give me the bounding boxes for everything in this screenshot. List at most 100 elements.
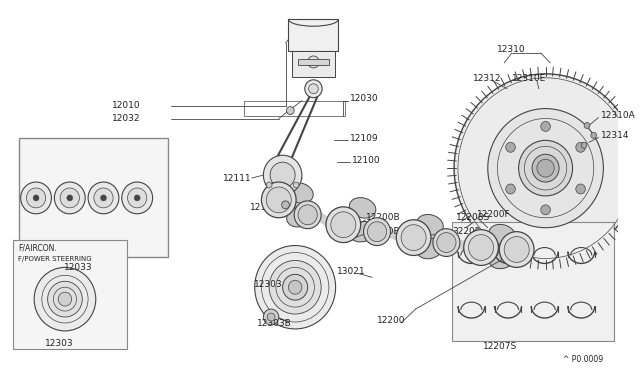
Text: 12312: 12312	[474, 74, 502, 83]
Circle shape	[88, 182, 119, 214]
Circle shape	[294, 201, 321, 229]
Text: 12310E: 12310E	[512, 74, 546, 83]
Circle shape	[308, 56, 319, 68]
Circle shape	[401, 225, 426, 250]
Circle shape	[331, 212, 356, 238]
Circle shape	[134, 195, 140, 201]
Ellipse shape	[489, 224, 515, 245]
Circle shape	[305, 80, 322, 98]
Circle shape	[532, 154, 559, 182]
Text: 12310A: 12310A	[600, 111, 636, 120]
Circle shape	[20, 182, 51, 214]
Text: 12310: 12310	[497, 45, 526, 54]
Text: ^ P0.0009: ^ P0.0009	[563, 355, 604, 364]
Bar	[292, 51, 335, 77]
Circle shape	[541, 122, 550, 131]
Circle shape	[298, 205, 317, 225]
Circle shape	[541, 205, 550, 215]
Bar	[289, 19, 339, 51]
Text: F/AIRCON.: F/AIRCON.	[18, 243, 56, 252]
Text: 12030: 12030	[350, 94, 379, 103]
Bar	[452, 222, 614, 341]
Circle shape	[576, 184, 586, 194]
Ellipse shape	[287, 206, 313, 227]
Circle shape	[60, 188, 79, 208]
Circle shape	[308, 84, 318, 94]
Circle shape	[581, 142, 587, 148]
Circle shape	[506, 142, 515, 152]
Circle shape	[537, 159, 554, 177]
Ellipse shape	[349, 221, 376, 242]
Circle shape	[433, 229, 460, 256]
Circle shape	[499, 232, 534, 267]
Circle shape	[58, 292, 72, 306]
Circle shape	[293, 182, 299, 188]
Circle shape	[122, 182, 152, 214]
Circle shape	[504, 237, 529, 262]
Circle shape	[326, 207, 361, 243]
Circle shape	[283, 274, 308, 300]
Circle shape	[396, 220, 431, 256]
Circle shape	[436, 232, 456, 253]
Circle shape	[576, 142, 586, 152]
Circle shape	[269, 260, 321, 314]
Text: 32202: 32202	[452, 227, 481, 236]
Text: 12109: 12109	[350, 134, 379, 143]
Text: 12303: 12303	[45, 339, 74, 348]
Ellipse shape	[417, 238, 444, 259]
Circle shape	[584, 122, 590, 128]
Circle shape	[506, 184, 515, 194]
Circle shape	[488, 109, 604, 228]
Circle shape	[464, 230, 499, 265]
Circle shape	[468, 235, 493, 260]
Circle shape	[33, 195, 39, 201]
Text: 12314: 12314	[600, 131, 629, 140]
Ellipse shape	[349, 198, 376, 218]
Ellipse shape	[287, 183, 313, 203]
Circle shape	[264, 309, 279, 325]
Text: 12100: 12100	[352, 156, 381, 165]
Text: 12010: 12010	[112, 101, 141, 110]
Circle shape	[454, 74, 637, 262]
Circle shape	[289, 280, 302, 294]
Circle shape	[268, 313, 275, 321]
Text: F/POWER STEERRING: F/POWER STEERRING	[18, 256, 92, 263]
Circle shape	[270, 162, 295, 188]
Circle shape	[591, 132, 596, 138]
Bar	[19, 138, 168, 257]
Bar	[244, 101, 345, 116]
Circle shape	[127, 188, 147, 208]
Circle shape	[367, 222, 387, 241]
Circle shape	[26, 188, 45, 208]
Circle shape	[262, 182, 296, 218]
Text: 12033: 12033	[64, 263, 93, 272]
Circle shape	[67, 195, 73, 201]
Text: 12208S: 12208S	[456, 213, 490, 222]
Circle shape	[266, 187, 291, 213]
Bar	[298, 59, 329, 65]
Text: 13021: 13021	[337, 267, 365, 276]
Circle shape	[266, 182, 272, 188]
Text: 12200F: 12200F	[477, 210, 511, 219]
Circle shape	[34, 267, 96, 331]
Circle shape	[100, 195, 106, 201]
Circle shape	[264, 155, 302, 195]
Circle shape	[364, 218, 390, 246]
Circle shape	[287, 107, 294, 115]
Text: 12032: 12032	[112, 114, 141, 123]
Text: 12303: 12303	[253, 280, 282, 289]
Text: 12303B: 12303B	[257, 320, 291, 328]
Circle shape	[255, 246, 335, 329]
Circle shape	[282, 201, 289, 209]
Text: 12200: 12200	[377, 317, 406, 326]
Circle shape	[94, 188, 113, 208]
Text: 12200B: 12200B	[365, 227, 400, 236]
Circle shape	[47, 281, 83, 317]
Ellipse shape	[417, 215, 444, 235]
Text: 12200B: 12200B	[365, 213, 400, 222]
Text: 12111: 12111	[223, 174, 252, 183]
Circle shape	[54, 182, 85, 214]
Text: 12207S: 12207S	[483, 342, 517, 351]
Bar	[13, 240, 127, 349]
Ellipse shape	[489, 248, 515, 269]
